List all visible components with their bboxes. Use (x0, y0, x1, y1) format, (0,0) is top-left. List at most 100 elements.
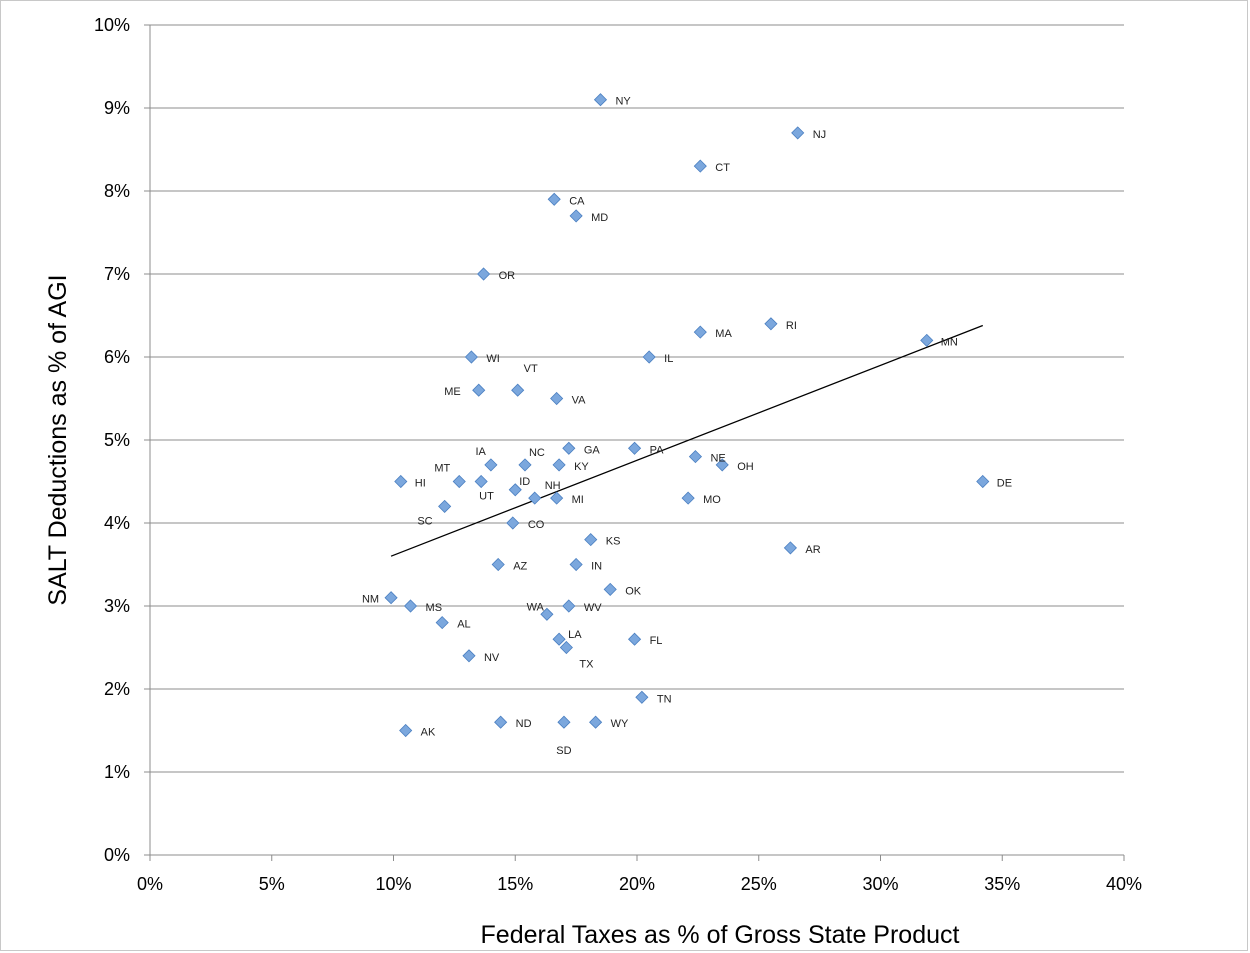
data-point-wy (589, 715, 603, 729)
point-label-wa: WA (527, 601, 545, 613)
data-point-ut (474, 474, 488, 489)
point-label-ri: RI (786, 320, 797, 332)
data-point-ar (783, 541, 797, 555)
data-point-nc (518, 458, 532, 472)
point-label-wv: WV (584, 602, 602, 614)
y-tick-label: 10% (94, 15, 130, 35)
point-label-nm: NM (362, 594, 379, 606)
data-point-fl (627, 632, 642, 646)
point-label-az: AZ (513, 561, 527, 573)
data-point-nj (791, 126, 805, 140)
y-tick-label: 1% (104, 762, 130, 782)
point-label-wi: WI (486, 353, 499, 365)
point-label-va: VA (572, 395, 587, 407)
point-label-mn: MN (941, 336, 958, 348)
data-point-ma (693, 325, 707, 339)
data-point-mo (681, 491, 695, 505)
data-point-mn (920, 333, 934, 347)
point-label-vt: VT (524, 363, 538, 375)
data-point-tx (559, 640, 573, 655)
data-point-ms (403, 599, 418, 613)
point-label-ar: AR (805, 544, 820, 556)
data-point-or (477, 267, 491, 281)
point-label-ca: CA (569, 195, 585, 207)
x-axis-title: Federal Taxes as % of Gross State Produc… (481, 921, 960, 949)
data-point-il (642, 350, 656, 364)
point-label-oh: OH (737, 461, 754, 473)
data-point-la (552, 632, 566, 646)
data-point-de (976, 474, 990, 489)
point-label-wy: WY (611, 718, 629, 730)
data-point-oh (715, 458, 729, 472)
point-label-de: DE (997, 478, 1012, 490)
x-tick-label: 25% (741, 874, 777, 894)
axes: 0% 1% 2% 3% 4% 5% 6% 7% 8% 9% 10% 0% 5% 10% 15% 20% 25% 3… (94, 15, 1142, 894)
data-points (384, 93, 990, 738)
point-label-nc: NC (529, 447, 545, 459)
data-point-nm (384, 591, 398, 605)
x-tick-label: 5% (259, 874, 285, 894)
point-label-pa: PA (650, 444, 665, 456)
point-label-ak: AK (421, 727, 436, 739)
data-point-va (550, 391, 564, 406)
x-tick-label: 10% (375, 874, 411, 894)
y-tick-label: 6% (104, 347, 130, 367)
point-label-sc: SC (417, 515, 432, 527)
point-label-nj: NJ (813, 129, 826, 141)
x-tick-label: 15% (497, 874, 533, 894)
data-point-wi (464, 350, 478, 364)
data-point-sd (557, 715, 571, 729)
point-label-md: MD (591, 212, 608, 224)
data-point-ga (562, 441, 576, 455)
point-label-la: LA (568, 629, 582, 641)
point-label-sd: SD (556, 745, 571, 757)
data-point-hi (394, 474, 408, 489)
point-label-ga: GA (584, 444, 601, 456)
trendline-group (390, 324, 984, 557)
data-point-ky (552, 458, 566, 472)
y-tick-label: 8% (104, 181, 130, 201)
point-label-al: AL (457, 619, 470, 631)
data-point-in (569, 557, 583, 572)
data-point-ri (764, 317, 778, 331)
y-axis-title: SALT Deductions as % of AGI (44, 274, 72, 605)
y-tick-label: 2% (104, 679, 130, 699)
trendline (390, 324, 984, 557)
data-point-vt (511, 383, 525, 397)
y-tick-label: 7% (104, 264, 130, 284)
data-point-nv (462, 649, 476, 663)
x-tick-label: 35% (984, 874, 1020, 894)
point-label-ks: KS (606, 536, 621, 548)
point-label-mt: MT (434, 463, 450, 475)
point-label-id: ID (519, 476, 530, 488)
data-point-wa (540, 607, 554, 621)
x-tick-label: 20% (619, 874, 655, 894)
y-tick-label: 0% (104, 845, 130, 865)
point-label-ms: MS (426, 602, 443, 614)
data-point-me (472, 383, 486, 397)
data-point-al (435, 616, 449, 630)
point-label-co: CO (528, 519, 545, 531)
data-point-nh (528, 491, 542, 505)
point-label-ut: UT (479, 491, 494, 503)
data-point-ne (688, 450, 703, 464)
data-point-wv (562, 599, 576, 613)
x-tick-label: 30% (862, 874, 898, 894)
data-point-ny (593, 93, 608, 107)
data-point-pa (627, 441, 642, 455)
point-label-nv: NV (484, 652, 500, 664)
x-tick-label: 40% (1106, 874, 1142, 894)
point-label-ct: CT (715, 162, 730, 174)
data-point-tn (635, 690, 649, 704)
y-tick-label: 5% (104, 430, 130, 450)
point-label-ia: IA (475, 446, 486, 458)
data-point-ak (399, 723, 413, 738)
data-point-nd (494, 715, 508, 729)
y-tick-label: 3% (104, 596, 130, 616)
y-tick-label: 9% (104, 98, 130, 118)
data-point-co (506, 516, 520, 530)
point-label-hi: HI (415, 478, 426, 490)
point-label-or: OR (499, 270, 516, 282)
